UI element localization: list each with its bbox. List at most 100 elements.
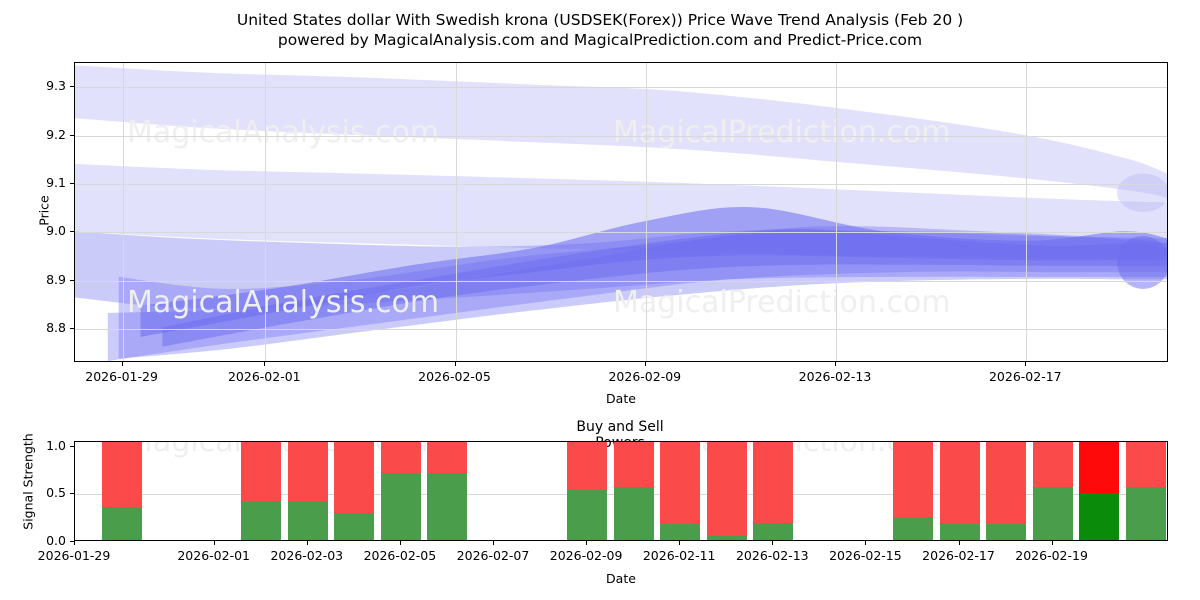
- price-wave-bands: [75, 65, 1167, 361]
- bar-segment-sell: [427, 442, 468, 473]
- price-wave-x-axis-label: Date: [606, 391, 636, 406]
- bar-segment-buy: [241, 501, 282, 540]
- bar-segment-buy: [567, 490, 608, 540]
- bar-segment-sell: [241, 442, 282, 501]
- x-tick-label: 2026-02-11: [642, 548, 716, 563]
- gridline-horizontal: [75, 184, 1167, 185]
- y-tick-mark: [70, 279, 74, 281]
- bar-segment-sell: [287, 442, 328, 501]
- y-tick-mark: [70, 445, 74, 447]
- y-tick-label: 8.8: [46, 320, 66, 336]
- bar-column[interactable]: [101, 442, 142, 540]
- bar-segment-sell: [613, 442, 654, 487]
- x-tick-label: 2026-02-15: [829, 548, 902, 563]
- x-tick-mark: [772, 541, 774, 545]
- x-tick-mark: [493, 541, 494, 545]
- x-tick-mark: [264, 362, 266, 366]
- buy-sell-powers-chart: MagicalAnalysis.com MagicalPrediction.co…: [74, 441, 1168, 541]
- bar-segment-buy: [427, 473, 468, 540]
- gridline-horizontal: [75, 135, 1167, 137]
- x-tick-label: 2026-02-03: [270, 548, 344, 563]
- bar-segment-buy: [660, 524, 701, 540]
- bar-segment-sell: [567, 442, 608, 490]
- gridline-horizontal: [75, 280, 1167, 282]
- bar-column[interactable]: [380, 442, 421, 540]
- bar-column[interactable]: [567, 442, 608, 540]
- x-tick-label: 2026-02-13: [798, 369, 872, 384]
- bar-segment-sell: [939, 442, 980, 524]
- bar-column[interactable]: [939, 442, 980, 540]
- y-tick-label: 1.0: [46, 437, 66, 453]
- price-wave-chart: MagicalAnalysis.com MagicalPrediction.co…: [74, 62, 1168, 362]
- price-wave-y-axis-label: Price: [36, 195, 52, 226]
- x-tick-label: 2026-02-01: [227, 369, 301, 384]
- bar-segment-buy: [893, 518, 933, 540]
- buy-sell-x-axis-label: Date: [606, 571, 636, 586]
- bar-segment-buy: [334, 513, 375, 540]
- wave-band: [162, 228, 1167, 347]
- bar-column[interactable]: [1032, 442, 1073, 540]
- bar-segment-buy: [101, 507, 142, 540]
- x-tick-label: 2026-02-07: [456, 548, 530, 563]
- x-tick-label: 2026-02-09: [549, 548, 623, 563]
- y-tick-label: 0.5: [46, 485, 66, 501]
- x-tick-mark: [679, 541, 681, 545]
- x-tick-mark: [399, 541, 401, 545]
- x-tick-label: 2026-02-01: [177, 548, 251, 563]
- wave-band: [75, 65, 1167, 198]
- bar-column[interactable]: [1079, 442, 1120, 540]
- y-tick-mark: [70, 183, 74, 184]
- y-tick-mark: [70, 86, 74, 88]
- gridline-vertical: [836, 63, 837, 361]
- figure-title: United States dollar With Swedish krona …: [0, 10, 1200, 50]
- x-tick-mark: [958, 541, 960, 545]
- bar-column[interactable]: [660, 442, 701, 540]
- bar-column[interactable]: [427, 442, 468, 540]
- bar-segment-sell: [101, 442, 142, 507]
- bar-column[interactable]: [1125, 442, 1166, 540]
- bar-segment-buy: [1125, 487, 1166, 540]
- watermark-analysis-1: MagicalAnalysis.com: [127, 115, 440, 150]
- x-tick-mark: [586, 541, 588, 545]
- x-tick-mark: [74, 541, 75, 545]
- bar-segment-sell: [986, 442, 1027, 524]
- bar-column[interactable]: [241, 442, 282, 540]
- bar-segment-buy: [939, 524, 980, 540]
- x-tick-label: 2026-01-29: [85, 369, 158, 384]
- bar-segment-sell: [1125, 442, 1166, 487]
- x-tick-mark: [835, 362, 836, 366]
- x-tick-mark: [213, 541, 215, 545]
- gridline-vertical: [455, 63, 457, 361]
- x-tick-mark: [865, 541, 867, 545]
- buy-sell-y-axis-label: Signal Strength: [20, 433, 36, 530]
- gridline-horizontal: [75, 329, 1167, 331]
- bar-column[interactable]: [334, 442, 375, 540]
- x-tick-mark: [454, 362, 456, 366]
- bar-segment-buy: [287, 501, 328, 540]
- figure-title-line-1: United States dollar With Swedish krona …: [236, 11, 964, 29]
- gridline-horizontal: [75, 87, 1167, 89]
- bar-column[interactable]: [706, 442, 747, 540]
- bar-column[interactable]: [613, 442, 654, 540]
- bar-segment-buy: [706, 536, 747, 540]
- bar-segment-buy: [1079, 493, 1120, 540]
- watermark-prediction-2: MagicalPrediction.com: [613, 285, 951, 320]
- bar-segment-buy: [1032, 487, 1073, 540]
- x-tick-label: 2026-02-09: [608, 369, 682, 384]
- bar-column[interactable]: [287, 442, 328, 540]
- bar-segment-sell: [334, 442, 375, 513]
- x-tick-label: 2026-02-19: [1015, 548, 1088, 563]
- x-tick-label: 2026-02-17: [922, 548, 995, 563]
- bar-segment-sell: [1079, 442, 1120, 493]
- x-tick-label: 2026-01-29: [37, 548, 111, 563]
- gridline-vertical: [265, 63, 267, 361]
- y-tick-label: 9.2: [46, 126, 66, 142]
- bar-column[interactable]: [753, 442, 794, 540]
- x-tick-label: 2026-02-17: [988, 369, 1062, 384]
- bar-segment-sell: [380, 442, 421, 473]
- bar-segment-buy: [613, 487, 654, 540]
- bar-segment-sell: [1032, 442, 1073, 487]
- bar-column[interactable]: [893, 442, 933, 540]
- bar-column[interactable]: [986, 442, 1027, 540]
